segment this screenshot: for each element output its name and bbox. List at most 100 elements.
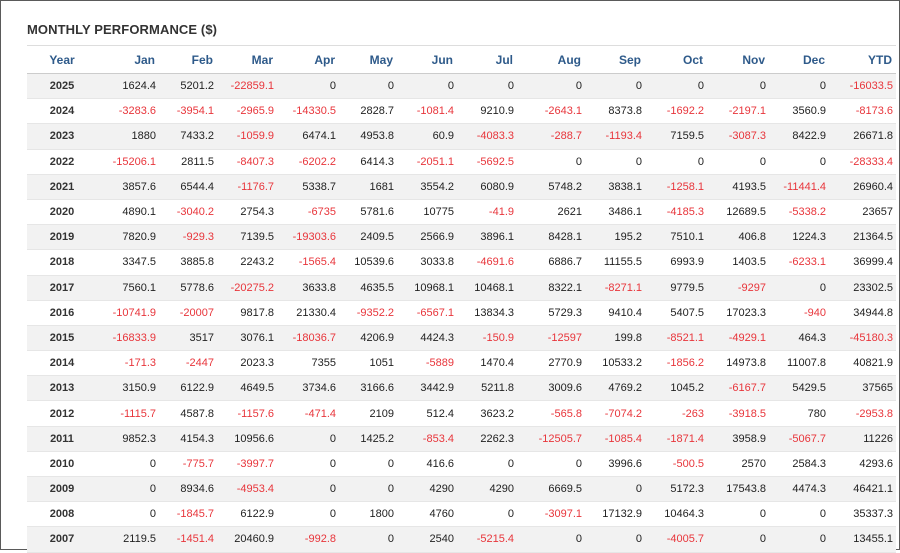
month-value-cell: 3442.9 xyxy=(397,375,457,402)
column-header-6: Jun xyxy=(397,45,457,74)
month-value-cell: 5729.3 xyxy=(517,300,585,326)
year-cell: 2012 xyxy=(27,400,97,427)
month-value-cell: 4587.8 xyxy=(159,400,217,427)
month-value-cell: 3857.6 xyxy=(97,174,159,200)
month-value-cell: 1224.3 xyxy=(769,224,829,251)
month-value-cell: -3997.7 xyxy=(217,451,277,478)
month-value-cell: 0 xyxy=(277,476,339,503)
month-value-cell: -6735 xyxy=(277,199,339,226)
ytd-cell: 13455.1 xyxy=(829,526,896,553)
month-value-cell: 7139.5 xyxy=(217,224,277,251)
month-value-cell: 8373.8 xyxy=(585,98,645,125)
month-value-cell: 0 xyxy=(769,73,829,100)
month-value-cell: -929.3 xyxy=(159,224,217,251)
ytd-cell: 23302.5 xyxy=(829,275,896,301)
month-value-cell: 0 xyxy=(645,73,707,100)
year-cell: 2025 xyxy=(27,73,97,100)
month-value-cell: -4185.3 xyxy=(645,199,707,226)
ytd-cell: 35337.3 xyxy=(829,501,896,528)
ytd-cell: -2953.8 xyxy=(829,400,896,427)
month-value-cell: -4691.6 xyxy=(457,249,517,276)
year-cell: 2019 xyxy=(27,224,97,251)
month-value-cell: 0 xyxy=(457,451,517,478)
month-value-cell: 17543.8 xyxy=(707,476,769,503)
month-value-cell: -41.9 xyxy=(457,199,517,226)
month-value-cell: 2262.3 xyxy=(457,426,517,452)
month-value-cell: -2447 xyxy=(159,350,217,377)
month-value-cell: 4890.1 xyxy=(97,199,159,226)
table-row: 2014 -171.3 -2447 2023.3 7355 1051 -5889 1470.4… xyxy=(27,350,896,377)
month-value-cell: 3996.6 xyxy=(585,451,645,478)
month-value-cell: 7820.9 xyxy=(97,224,159,251)
month-value-cell: 0 xyxy=(97,476,159,503)
month-value-cell: 1624.4 xyxy=(97,73,159,100)
month-value-cell: -15206.1 xyxy=(97,149,159,175)
month-value-cell: 9210.9 xyxy=(457,98,517,125)
month-value-cell: 2770.9 xyxy=(517,350,585,377)
column-header-0: Year xyxy=(27,45,97,74)
month-value-cell: 6122.9 xyxy=(217,501,277,528)
month-value-cell: 0 xyxy=(585,73,645,100)
month-value-cell: 2243.2 xyxy=(217,249,277,276)
column-header-13: YTD xyxy=(829,45,896,74)
year-cell: 2014 xyxy=(27,350,97,377)
month-value-cell: 6993.9 xyxy=(645,249,707,276)
month-value-cell: 2828.7 xyxy=(339,98,397,125)
month-value-cell: 5172.3 xyxy=(645,476,707,503)
table-row: 2010 0 -775.7 -3997.7 0 0 416.6 0 0 3996.6 -500.5 2… xyxy=(27,451,896,478)
month-value-cell: -288.7 xyxy=(517,123,585,150)
month-value-cell: -853.4 xyxy=(397,426,457,452)
month-value-cell: -1692.2 xyxy=(645,98,707,125)
table-row: 2008 0 -1845.7 6122.9 0 1800 4760 0 -3097.1 17132… xyxy=(27,501,896,528)
month-value-cell: 4649.5 xyxy=(217,375,277,402)
year-cell: 2018 xyxy=(27,249,97,276)
month-value-cell: 5211.8 xyxy=(457,375,517,402)
month-value-cell: -3087.3 xyxy=(707,123,769,150)
month-value-cell: 0 xyxy=(457,73,517,100)
month-value-cell: 5748.2 xyxy=(517,174,585,200)
month-value-cell: 3076.1 xyxy=(217,325,277,352)
month-value-cell: 3623.2 xyxy=(457,400,517,427)
month-value-cell: -6233.1 xyxy=(769,249,829,276)
month-value-cell: 5407.5 xyxy=(645,300,707,326)
month-value-cell: 3633.8 xyxy=(277,275,339,301)
month-value-cell: 0 xyxy=(339,476,397,503)
month-value-cell: 0 xyxy=(397,73,457,100)
month-value-cell: 0 xyxy=(339,73,397,100)
month-value-cell: -263 xyxy=(645,400,707,427)
month-value-cell: 1800 xyxy=(339,501,397,528)
ytd-cell: -45180.3 xyxy=(829,325,896,352)
month-value-cell: 14973.8 xyxy=(707,350,769,377)
month-value-cell: 9817.8 xyxy=(217,300,277,326)
month-value-cell: 0 xyxy=(517,149,585,175)
month-value-cell: 11155.5 xyxy=(585,249,645,276)
month-value-cell: -5067.7 xyxy=(769,426,829,452)
month-value-cell: 6122.9 xyxy=(159,375,217,402)
table-row: 2011 9852.3 4154.3 10956.6 0 1425.2 -853.4 2262… xyxy=(27,426,896,452)
month-value-cell: 10956.6 xyxy=(217,426,277,452)
month-value-cell: 0 xyxy=(517,451,585,478)
month-value-cell: 3958.9 xyxy=(707,426,769,452)
month-value-cell: 3560.9 xyxy=(769,98,829,125)
month-value-cell: 3517 xyxy=(159,325,217,352)
month-value-cell: 0 xyxy=(585,476,645,503)
month-value-cell: 0 xyxy=(769,275,829,301)
month-value-cell: 3838.1 xyxy=(585,174,645,200)
month-value-cell: 13834.3 xyxy=(457,300,517,326)
year-cell: 2023 xyxy=(27,123,97,150)
month-value-cell: 2119.5 xyxy=(97,526,159,553)
month-value-cell: -2643.1 xyxy=(517,98,585,125)
month-value-cell: -19303.6 xyxy=(277,224,339,251)
month-value-cell: -3918.5 xyxy=(707,400,769,427)
month-value-cell: 1880 xyxy=(97,123,159,150)
table-row: 2020 4890.1 -3040.2 2754.3 -6735 5781.6 10775-… xyxy=(27,199,896,226)
panel-title: MONTHLY PERFORMANCE ($) xyxy=(27,22,218,37)
month-value-cell: 7433.2 xyxy=(159,123,217,150)
month-value-cell: -8271.1 xyxy=(585,275,645,301)
month-value-cell: 0 xyxy=(277,451,339,478)
year-cell: 2011 xyxy=(27,426,97,452)
month-value-cell: 2409.5 xyxy=(339,224,397,251)
month-value-cell: 11007.8 xyxy=(769,350,829,377)
month-value-cell: 4154.3 xyxy=(159,426,217,452)
ytd-cell: 37565 xyxy=(829,375,896,402)
